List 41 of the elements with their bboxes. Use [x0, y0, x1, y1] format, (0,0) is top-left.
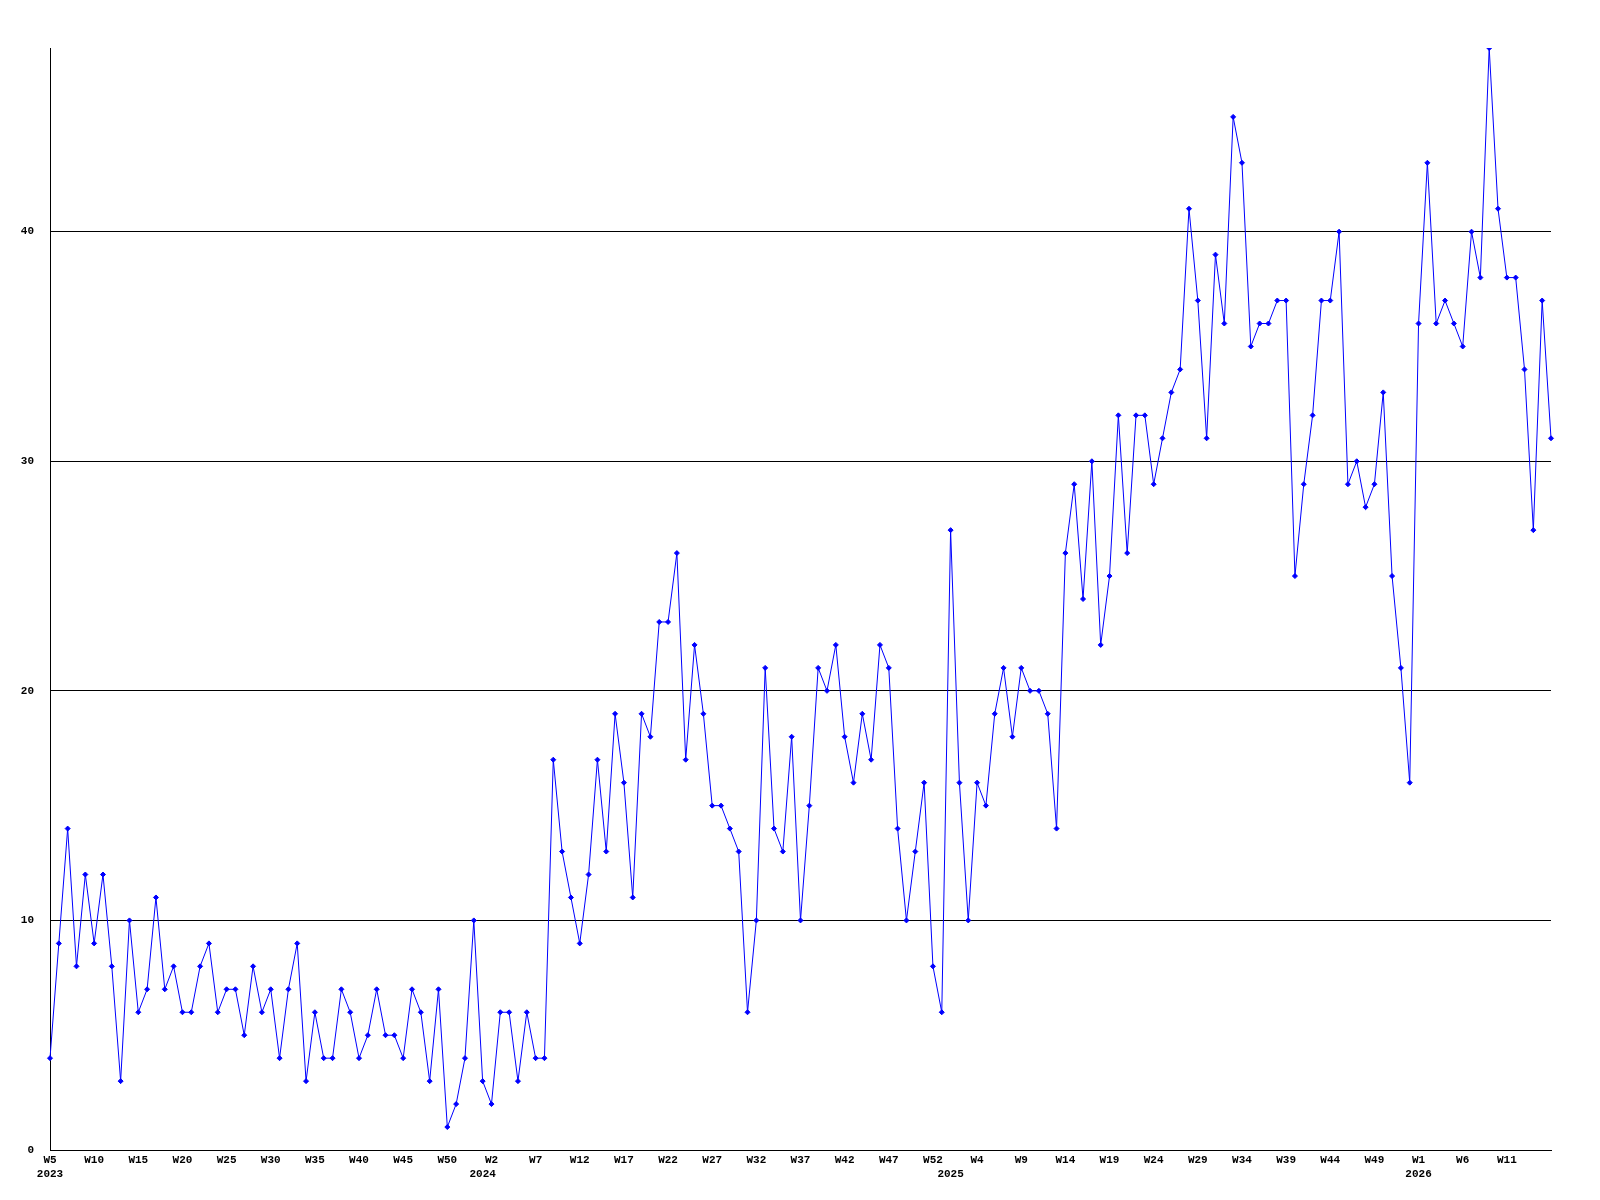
- x-tick-label: W42: [834, 1154, 855, 1167]
- x-tick-label: W22: [658, 1154, 678, 1167]
- x-tick-label: W20: [172, 1154, 193, 1167]
- x-tick-label: W37: [790, 1154, 811, 1167]
- x-tick-label: W4: [970, 1154, 985, 1167]
- x-tick-label: W50: [437, 1154, 458, 1167]
- x-tick-label: W45: [393, 1154, 414, 1167]
- x-tick-label: 2024: [469, 1167, 497, 1180]
- x-tick-label: W39: [1276, 1154, 1297, 1167]
- x-tick-label: W47: [878, 1154, 899, 1167]
- x-tick-label: W30: [260, 1154, 281, 1167]
- y-tick-label: 20: [20, 684, 34, 697]
- x-tick-label: W2: [484, 1154, 499, 1167]
- x-tick-label: W32: [746, 1154, 767, 1167]
- x-tick-label: W15: [128, 1154, 149, 1167]
- x-tick-label: W52: [923, 1154, 943, 1167]
- y-tick-label: 0: [27, 1143, 34, 1156]
- x-tick-label: W40: [349, 1154, 369, 1167]
- x-tick-label: W7: [529, 1154, 543, 1167]
- x-tick-label: 2025: [937, 1167, 965, 1180]
- x-tick-label: W27: [702, 1154, 723, 1167]
- y-tick-label: 10: [20, 914, 34, 927]
- x-tick-label: W12: [569, 1154, 590, 1167]
- x-tick-label: W35: [304, 1154, 326, 1167]
- x-tick-label: W5 2023: [36, 1154, 64, 1180]
- x-tick-label: W9: [1014, 1154, 1028, 1167]
- x-tick-label: W11: [1496, 1154, 1518, 1167]
- x-tick-label: W17: [614, 1154, 634, 1167]
- x-tick-label: W29: [1187, 1154, 1208, 1167]
- x-tick-label: W10: [84, 1154, 105, 1167]
- x-tick-label: W34: [1232, 1154, 1253, 1167]
- x-tick-label: W24: [1143, 1154, 1164, 1167]
- x-tick-label: W1 2026: [1405, 1154, 1432, 1180]
- x-tick-label: W6: [1456, 1154, 1470, 1167]
- x-tick-label: W25: [216, 1154, 237, 1167]
- y-tick-label: 40: [20, 225, 34, 238]
- x-tick-label: W49: [1364, 1154, 1385, 1167]
- x-tick-label: W44: [1320, 1154, 1341, 1167]
- x-tick-label: W14: [1055, 1154, 1076, 1167]
- x-tick-label: W19: [1099, 1154, 1120, 1167]
- y-tick-label: 30: [20, 455, 34, 468]
